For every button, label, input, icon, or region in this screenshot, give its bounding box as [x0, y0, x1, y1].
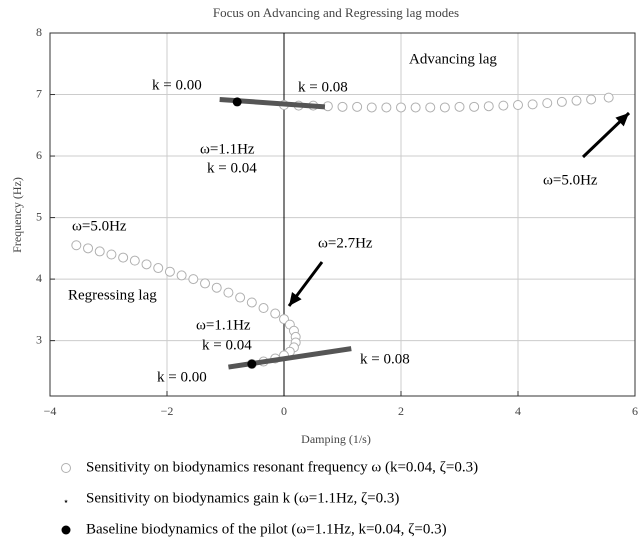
frequency-point: [542, 98, 553, 109]
plot-frame: [49, 32, 636, 397]
x-tick-label: 6: [632, 404, 638, 418]
frequency-point: [483, 101, 494, 112]
annotation: k = 0.08: [298, 79, 348, 95]
y-tick-label: 7: [36, 86, 42, 100]
annotation: Regressing lag: [68, 287, 157, 303]
frequency-point: [129, 255, 140, 266]
frequency-point: [164, 266, 175, 277]
arrow-head: [289, 292, 302, 306]
y-tick-label: 3: [36, 332, 42, 346]
frequency-point: [586, 94, 597, 105]
baseline-point: [232, 97, 242, 107]
frequency-point: [106, 249, 117, 260]
annotation: ω=5.0Hz: [543, 172, 598, 188]
frequency-point: [246, 297, 257, 308]
legend-symbol: [61, 463, 71, 473]
frequency-point: [83, 243, 94, 254]
frequency-point: [556, 96, 567, 107]
chart-title: Focus on Advancing and Regressing lag mo…: [213, 5, 459, 20]
frequency-point: [211, 282, 222, 293]
frequency-point: [439, 102, 450, 113]
x-tick-label: 0: [281, 404, 287, 418]
annotation: Advancing lag: [409, 51, 497, 67]
frequency-point: [410, 102, 421, 113]
annotation: ω=1.1Hz: [196, 317, 251, 333]
y-tick-label: 4: [36, 271, 42, 285]
x-tick-label: −4: [44, 404, 57, 418]
frequency-point: [527, 99, 538, 110]
baseline-point: [247, 359, 257, 369]
frequency-point: [396, 102, 406, 113]
y-tick-label: 5: [36, 209, 42, 223]
legend-symbol: [61, 525, 71, 535]
frequency-point: [454, 101, 465, 112]
y-tick-label: 8: [36, 25, 42, 39]
x-tick-label: −2: [161, 404, 174, 418]
frequency-point: [118, 252, 129, 263]
frequency-point: [258, 303, 269, 314]
legend-label: Baseline biodynamics of the pilot (ω=1.1…: [86, 521, 447, 537]
legend-label: Sensitivity on biodynamics resonant freq…: [86, 459, 478, 475]
annotation: k = 0.00: [157, 369, 207, 385]
frequency-point: [223, 287, 234, 298]
arrow-head: [615, 113, 629, 127]
annotation: k = 0.08: [360, 351, 410, 367]
y-axis-label: Frequency (Hz): [10, 177, 24, 253]
annotation: k = 0.04: [202, 337, 252, 353]
annotation: ω=2.7Hz: [318, 235, 373, 251]
annotation: ω=5.0Hz: [72, 218, 127, 234]
frequency-point: [153, 263, 164, 274]
x-tick-label: 4: [515, 404, 521, 418]
y-tick-label: 6: [36, 148, 42, 162]
legend-symbol: ⋆: [63, 496, 69, 507]
frequency-point: [71, 240, 82, 251]
frequency-point: [425, 102, 436, 113]
plot-area: [50, 33, 635, 396]
frequency-point: [337, 101, 348, 112]
frequency-point: [188, 274, 199, 285]
frequency-point: [513, 99, 523, 110]
frequency-point: [381, 102, 392, 113]
frequency-point: [366, 102, 377, 113]
frequency-point: [469, 101, 480, 112]
frequency-point: [498, 100, 509, 111]
frequency-point: [176, 270, 187, 281]
x-tick-label: 2: [398, 404, 404, 418]
frequency-point: [352, 101, 363, 112]
annotation: k = 0.04: [207, 160, 257, 176]
legend-label: Sensitivity on biodynamics gain k (ω=1.1…: [86, 490, 399, 506]
frequency-point: [141, 259, 152, 270]
annotation: ω=1.1Hz: [200, 141, 255, 157]
x-axis-label: Damping (1/s): [301, 432, 371, 446]
frequency-point: [571, 95, 582, 106]
frequency-point: [603, 92, 614, 103]
frequency-point: [200, 278, 211, 289]
frequency-point: [235, 292, 246, 303]
frequency-point: [94, 246, 105, 257]
annotation: k = 0.00: [152, 77, 202, 93]
frequency-point: [270, 308, 281, 319]
